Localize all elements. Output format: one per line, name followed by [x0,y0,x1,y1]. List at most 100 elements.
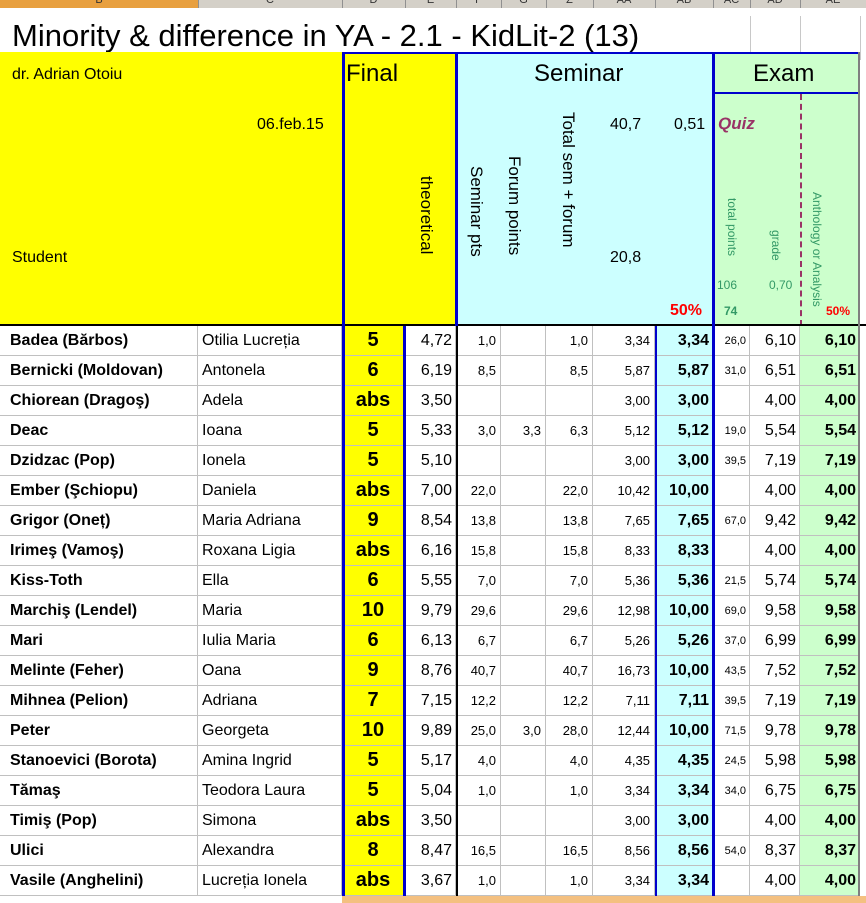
seminar-grade-cell[interactable]: 10,00 [655,596,713,626]
forum-points-cell[interactable] [501,596,546,626]
final-grade-cell[interactable]: abs [342,476,405,506]
exam-grade-cell[interactable]: 8,37 [800,836,860,866]
final-grade-cell[interactable]: 6 [342,566,405,596]
quiz-grade-cell[interactable]: 9,78 [750,716,800,746]
quiz-grade-cell[interactable]: 4,00 [750,476,800,506]
column-header-b[interactable]: B [0,0,199,8]
seminar-points-cell[interactable]: 8,5 [456,356,501,386]
final-header[interactable]: Final theoretical [342,52,456,326]
student-first-name-cell[interactable]: Maria Adriana [198,506,342,536]
exam-grade-cell[interactable]: 5,54 [800,416,860,446]
forum-points-cell[interactable]: 3,0 [501,716,546,746]
forum-points-cell[interactable] [501,686,546,716]
student-surname-cell[interactable]: Vasile (Anghelini) [0,866,198,896]
seminar-raw-grade-cell[interactable]: 5,12 [593,416,655,446]
forum-points-cell[interactable] [501,626,546,656]
forum-points-cell[interactable] [501,536,546,566]
theoretical-grade-cell[interactable]: 5,17 [405,746,456,776]
final-grade-cell[interactable]: 10 [342,596,405,626]
student-first-name-cell[interactable]: Ella [198,566,342,596]
quiz-points-cell[interactable] [713,476,750,506]
table-row[interactable]: Mihnea (Pelion) Adriana 7 7,15 12,2 12,2 7,11 7… [0,686,866,716]
total-sem-forum-cell[interactable] [546,386,593,416]
quiz-grade-cell[interactable]: 5,54 [750,416,800,446]
seminar-grade-cell[interactable]: 5,12 [655,416,713,446]
forum-points-cell[interactable] [501,506,546,536]
seminar-raw-grade-cell[interactable]: 8,33 [593,536,655,566]
seminar-points-cell[interactable]: 22,0 [456,476,501,506]
exam-grade-cell[interactable]: 6,75 [800,776,860,806]
seminar-points-cell[interactable]: 29,6 [456,596,501,626]
student-surname-cell[interactable]: Ember (Şchiopu) [0,476,198,506]
theoretical-grade-cell[interactable]: 9,79 [405,596,456,626]
seminar-raw-grade-cell[interactable]: 3,34 [593,866,655,896]
seminar-raw-grade-cell[interactable]: 10,42 [593,476,655,506]
exam-grade-cell[interactable]: 9,42 [800,506,860,536]
forum-points-cell[interactable] [501,326,546,356]
column-header-ab[interactable]: AB [655,0,714,8]
seminar-raw-grade-cell[interactable]: 12,98 [593,596,655,626]
student-surname-cell[interactable]: Peter [0,716,198,746]
seminar-grade-cell[interactable]: 5,26 [655,626,713,656]
final-grade-cell[interactable]: 7 [342,686,405,716]
quiz-points-cell[interactable] [713,536,750,566]
table-row[interactable]: Badea (Bărbos) Otilia Lucreția 5 4,72 1,0 1,0… [0,326,866,356]
forum-points-cell[interactable] [501,356,546,386]
table-row[interactable]: Grigor (Oneț) Maria Adriana 9 8,54 13,8 13,8 7… [0,506,866,536]
table-row[interactable]: Dzidzac (Pop) Ionela 5 5,10 3,00 3,00 39,5 7,19… [0,446,866,476]
final-grade-cell[interactable]: 5 [342,446,405,476]
seminar-points-cell[interactable]: 40,7 [456,656,501,686]
seminar-raw-grade-cell[interactable]: 8,56 [593,836,655,866]
student-first-name-cell[interactable]: Alexandra [198,836,342,866]
quiz-points-cell[interactable]: 31,0 [713,356,750,386]
final-grade-cell[interactable]: abs [342,806,405,836]
forum-points-cell[interactable] [501,656,546,686]
total-sem-forum-cell[interactable]: 15,8 [546,536,593,566]
seminar-points-cell[interactable]: 7,0 [456,566,501,596]
final-grade-cell[interactable]: 5 [342,326,405,356]
forum-points-cell[interactable]: 3,3 [501,416,546,446]
column-header-c[interactable]: C [198,0,343,8]
forum-points-cell[interactable] [501,446,546,476]
theoretical-grade-cell[interactable]: 6,19 [405,356,456,386]
student-first-name-cell[interactable]: Teodora Laura [198,776,342,806]
seminar-raw-grade-cell[interactable]: 7,11 [593,686,655,716]
sheet-title[interactable]: Minority & difference in YA - 2.1 - KidL… [12,18,640,53]
student-surname-cell[interactable]: Kiss-Toth [0,566,198,596]
student-surname-cell[interactable]: Dzidzac (Pop) [0,446,198,476]
seminar-raw-grade-cell[interactable]: 4,35 [593,746,655,776]
exam-header[interactable]: Exam Quiz total points grade 106 0,70 74… [713,52,860,326]
student-first-name-cell[interactable]: Ioana [198,416,342,446]
seminar-points-cell[interactable]: 16,5 [456,836,501,866]
theoretical-grade-cell[interactable]: 4,72 [405,326,456,356]
theoretical-grade-cell[interactable]: 6,16 [405,536,456,566]
seminar-raw-grade-cell[interactable]: 16,73 [593,656,655,686]
quiz-points-cell[interactable]: 39,5 [713,686,750,716]
seminar-raw-grade-cell[interactable]: 12,44 [593,716,655,746]
seminar-grade-cell[interactable]: 4,35 [655,746,713,776]
theoretical-grade-cell[interactable]: 6,13 [405,626,456,656]
student-surname-cell[interactable]: Timiş (Pop) [0,806,198,836]
quiz-points-cell[interactable]: 26,0 [713,326,750,356]
forum-points-cell[interactable] [501,836,546,866]
seminar-raw-grade-cell[interactable]: 3,00 [593,806,655,836]
seminar-points-cell[interactable] [456,446,501,476]
quiz-points-cell[interactable]: 34,0 [713,776,750,806]
quiz-grade-cell[interactable]: 9,42 [750,506,800,536]
quiz-grade-cell[interactable]: 7,19 [750,446,800,476]
total-sem-forum-cell[interactable]: 29,6 [546,596,593,626]
forum-points-cell[interactable] [501,566,546,596]
quiz-grade-cell[interactable]: 5,74 [750,566,800,596]
exam-grade-cell[interactable]: 6,99 [800,626,860,656]
theoretical-grade-cell[interactable]: 8,54 [405,506,456,536]
quiz-grade-cell[interactable]: 4,00 [750,866,800,896]
total-sem-forum-cell[interactable]: 28,0 [546,716,593,746]
table-row[interactable]: Deac Ioana 5 5,33 3,0 3,3 6,3 5,12 5,12 19,0 5,54 5… [0,416,866,446]
seminar-grade-cell[interactable]: 3,00 [655,386,713,416]
exam-grade-cell[interactable]: 4,00 [800,476,860,506]
final-grade-cell[interactable]: 5 [342,776,405,806]
final-grade-cell[interactable]: abs [342,536,405,566]
forum-points-cell[interactable] [501,806,546,836]
student-first-name-cell[interactable]: Antonela [198,356,342,386]
quiz-grade-cell[interactable]: 8,37 [750,836,800,866]
